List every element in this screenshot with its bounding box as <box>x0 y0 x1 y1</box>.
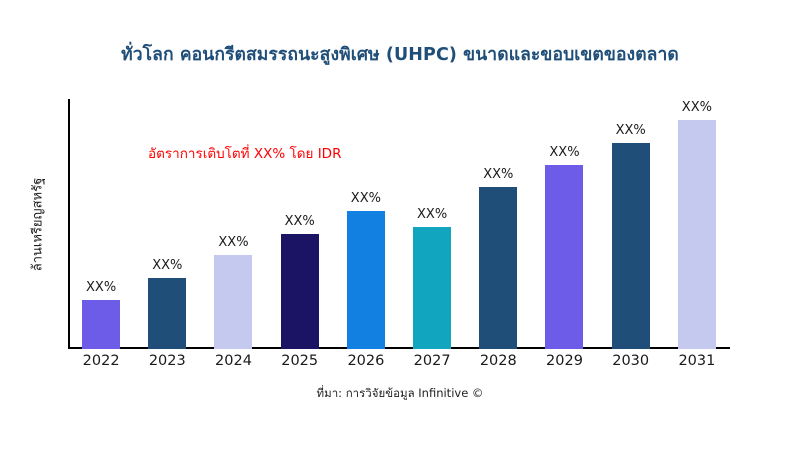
bar-value-label: XX% <box>284 214 315 229</box>
y-axis-label: ล้านเหรียญสหรัฐ <box>26 99 48 349</box>
bar-value-label: XX% <box>681 100 712 115</box>
x-tick-label: 2022 <box>82 353 120 369</box>
bar-value-label: XX% <box>549 145 580 160</box>
bar[interactable] <box>148 278 187 349</box>
bar-value-label: XX% <box>86 280 117 295</box>
bar-value-label: XX% <box>417 207 448 222</box>
bar-group: XX% <box>598 99 664 349</box>
growth-rate-annotation: อัตราการเติบโตที่ XX% โดย IDR <box>148 146 342 162</box>
bar-group: XX% <box>267 99 333 349</box>
bar-value-label: XX% <box>152 258 183 273</box>
bar[interactable] <box>82 300 121 349</box>
bar[interactable] <box>280 234 319 349</box>
x-tick-label: 2023 <box>148 353 186 369</box>
bar[interactable] <box>413 227 452 349</box>
bar[interactable] <box>214 255 253 349</box>
y-axis-line <box>68 99 70 349</box>
x-axis-tick-labels: 2022 2023 2024 2025 2026 2027 2028 2029 2030 2031 <box>68 353 798 377</box>
bar[interactable] <box>677 120 716 349</box>
source-note: ที่มา: การวิจัยข้อมูล Infinitive © <box>316 386 484 400</box>
bar-series: XX% XX% XX% XX% XX% XX% XX% XX% XX% XX% <box>68 99 798 349</box>
page-title: ทั่วโลก คอนกรีตสมรรถนะสูงพิเศษ (UHPC) ขน… <box>121 45 679 65</box>
bar-group: XX% <box>664 99 730 349</box>
bar-group: XX% <box>134 99 200 349</box>
x-axis-line <box>68 347 730 349</box>
bar[interactable] <box>611 143 650 349</box>
bar[interactable] <box>479 187 518 349</box>
x-tick-label: 2028 <box>479 353 517 369</box>
bar-group: XX% <box>68 99 134 349</box>
bar[interactable] <box>545 165 584 349</box>
x-tick-label: 2031 <box>678 353 716 369</box>
x-tick-label: 2024 <box>215 353 252 369</box>
bar[interactable] <box>346 211 385 349</box>
bar-group: XX% <box>200 99 266 349</box>
bar-group: XX% <box>531 99 597 349</box>
plot-area <box>68 99 730 349</box>
x-tick-label: 2025 <box>281 353 319 369</box>
x-tick-label: 2030 <box>612 353 650 369</box>
bar-value-label: XX% <box>350 191 381 206</box>
bar-value-label: XX% <box>615 123 646 138</box>
y-axis-label-text: ล้านเหรียญสหรัฐ <box>30 177 46 271</box>
bar-value-label: XX% <box>483 167 514 182</box>
x-tick-label: 2027 <box>413 353 451 369</box>
bar-group: XX% <box>399 99 465 349</box>
bar-value-label: XX% <box>218 235 249 250</box>
x-tick-label: 2026 <box>347 353 385 369</box>
x-tick-label: 2029 <box>546 353 583 369</box>
bar-group: XX% <box>333 99 399 349</box>
bar-group: XX% <box>465 99 531 349</box>
